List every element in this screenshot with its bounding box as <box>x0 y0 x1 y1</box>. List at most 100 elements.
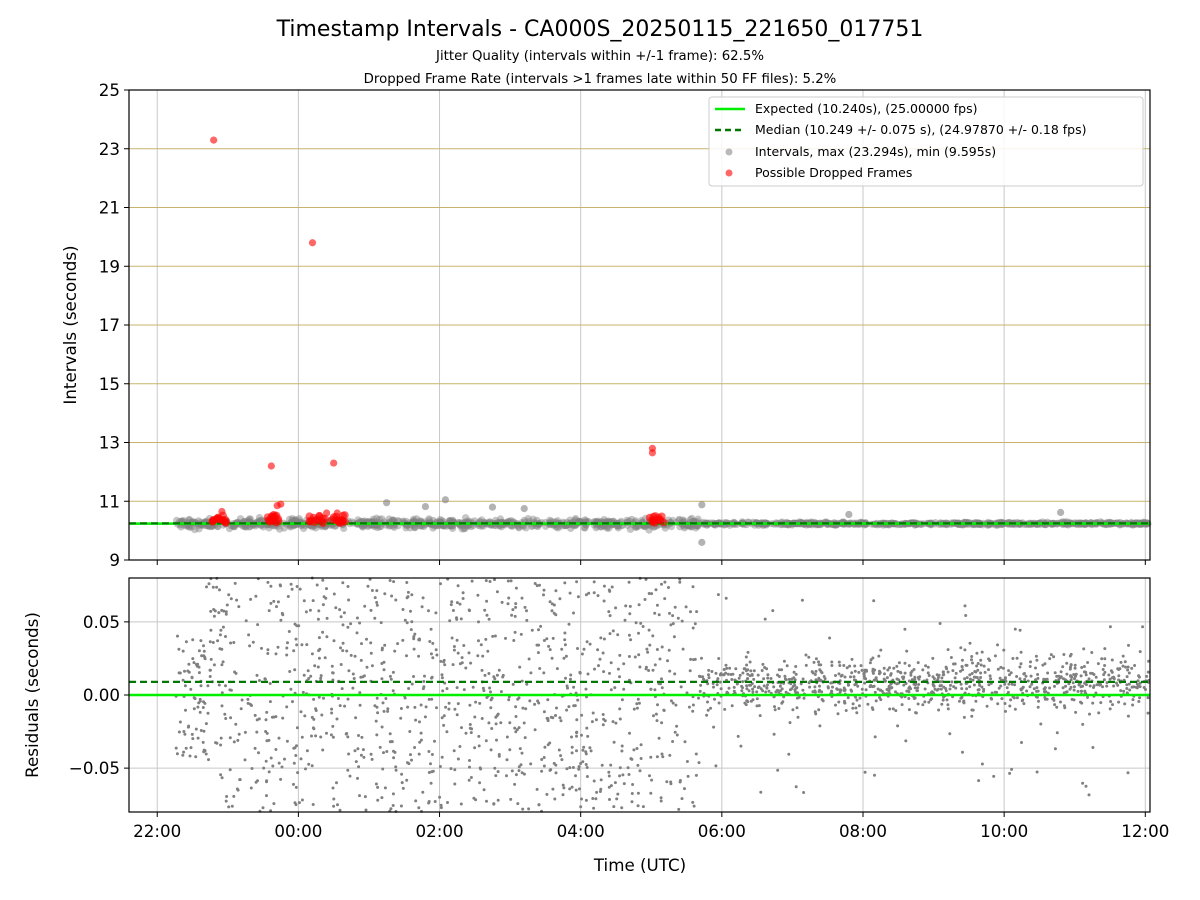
residual-point <box>974 670 978 674</box>
residual-point <box>1059 676 1062 680</box>
residual-point <box>713 697 716 701</box>
residual-point <box>298 587 302 591</box>
residual-point <box>944 665 948 669</box>
residual-point <box>796 715 800 719</box>
residual-point <box>616 792 620 796</box>
residual-point <box>961 668 965 672</box>
residual-point <box>258 679 261 682</box>
residual-point <box>814 669 818 673</box>
residual-point <box>989 677 993 681</box>
residual-point <box>998 676 1002 680</box>
residual-point <box>931 675 935 679</box>
residual-point <box>467 651 471 655</box>
residual-point <box>1043 696 1047 700</box>
interval-point <box>425 515 433 523</box>
residual-point <box>938 622 942 625</box>
residual-point <box>846 696 850 700</box>
residual-point <box>618 774 622 778</box>
interval-point <box>185 516 193 524</box>
residual-point <box>1125 683 1129 687</box>
residual-point <box>248 644 252 648</box>
residual-point <box>836 712 840 716</box>
residual-point <box>409 753 412 757</box>
residual-point <box>435 706 438 710</box>
residual-point <box>748 674 752 678</box>
interval-point <box>291 516 300 524</box>
residual-point <box>584 593 588 597</box>
residual-point <box>909 673 913 677</box>
residual-point <box>285 646 289 650</box>
residual-point <box>960 696 964 700</box>
residual-point <box>511 682 515 686</box>
residual-point <box>921 703 925 707</box>
residual-point <box>1015 675 1019 678</box>
residual-point <box>1048 657 1052 661</box>
residual-point <box>1107 673 1111 677</box>
residual-point <box>872 599 876 603</box>
residual-point <box>417 654 421 658</box>
residual-point <box>697 761 701 765</box>
dropped-frame-point <box>307 516 316 525</box>
residual-point <box>668 611 671 615</box>
residual-point <box>655 755 659 759</box>
residual-point <box>1067 682 1071 686</box>
residual-point <box>357 734 360 737</box>
residual-point <box>907 664 911 668</box>
residual-point <box>285 705 289 709</box>
residual-point <box>363 795 367 799</box>
residual-point <box>434 648 438 652</box>
residual-point <box>230 804 234 808</box>
residual-point <box>433 739 436 743</box>
residual-point <box>552 611 556 615</box>
residual-point <box>660 582 663 586</box>
residual-point <box>572 611 575 615</box>
interval-point <box>236 515 245 523</box>
residual-point <box>378 745 382 749</box>
residual-point <box>440 755 444 759</box>
residual-point <box>1048 686 1052 690</box>
interval-point <box>645 526 653 534</box>
residual-point <box>456 702 460 706</box>
residual-point <box>292 782 295 786</box>
residual-point <box>294 754 298 757</box>
residual-point <box>346 735 350 739</box>
residual-point <box>476 654 480 658</box>
residual-point <box>341 641 345 645</box>
residual-point <box>499 721 503 725</box>
residual-point <box>870 706 874 710</box>
residual-point <box>602 584 606 588</box>
residual-point <box>761 689 765 693</box>
residual-point <box>895 677 899 681</box>
residual-point <box>192 661 196 665</box>
residual-point <box>495 590 499 594</box>
residual-point <box>932 684 936 688</box>
residual-point <box>659 796 663 800</box>
residual-point <box>306 669 310 673</box>
residual-point <box>208 640 212 644</box>
residual-point <box>1065 672 1069 676</box>
residual-point <box>183 732 187 736</box>
interval-point <box>605 524 613 532</box>
residual-point <box>513 726 517 730</box>
interval-outlier-6 <box>698 538 706 546</box>
residual-point <box>302 673 306 677</box>
residual-point <box>694 752 698 756</box>
residual-point <box>178 720 182 724</box>
interval-point <box>592 524 600 532</box>
residual-point <box>612 740 616 744</box>
residual-point <box>699 683 703 687</box>
xtick-label-7: 12:00 <box>1121 821 1169 841</box>
residual-point <box>343 704 347 708</box>
residual-point <box>607 770 611 774</box>
residual-point <box>469 661 473 665</box>
residual-point <box>657 736 661 740</box>
residual-point <box>1112 684 1116 688</box>
residual-point <box>667 586 670 589</box>
residual-point <box>689 657 693 661</box>
residual-point <box>740 689 744 693</box>
residual-point <box>780 668 784 672</box>
residual-point <box>399 716 403 720</box>
residual-point <box>391 670 395 674</box>
residual-point <box>685 691 689 695</box>
residual-point <box>810 670 814 674</box>
